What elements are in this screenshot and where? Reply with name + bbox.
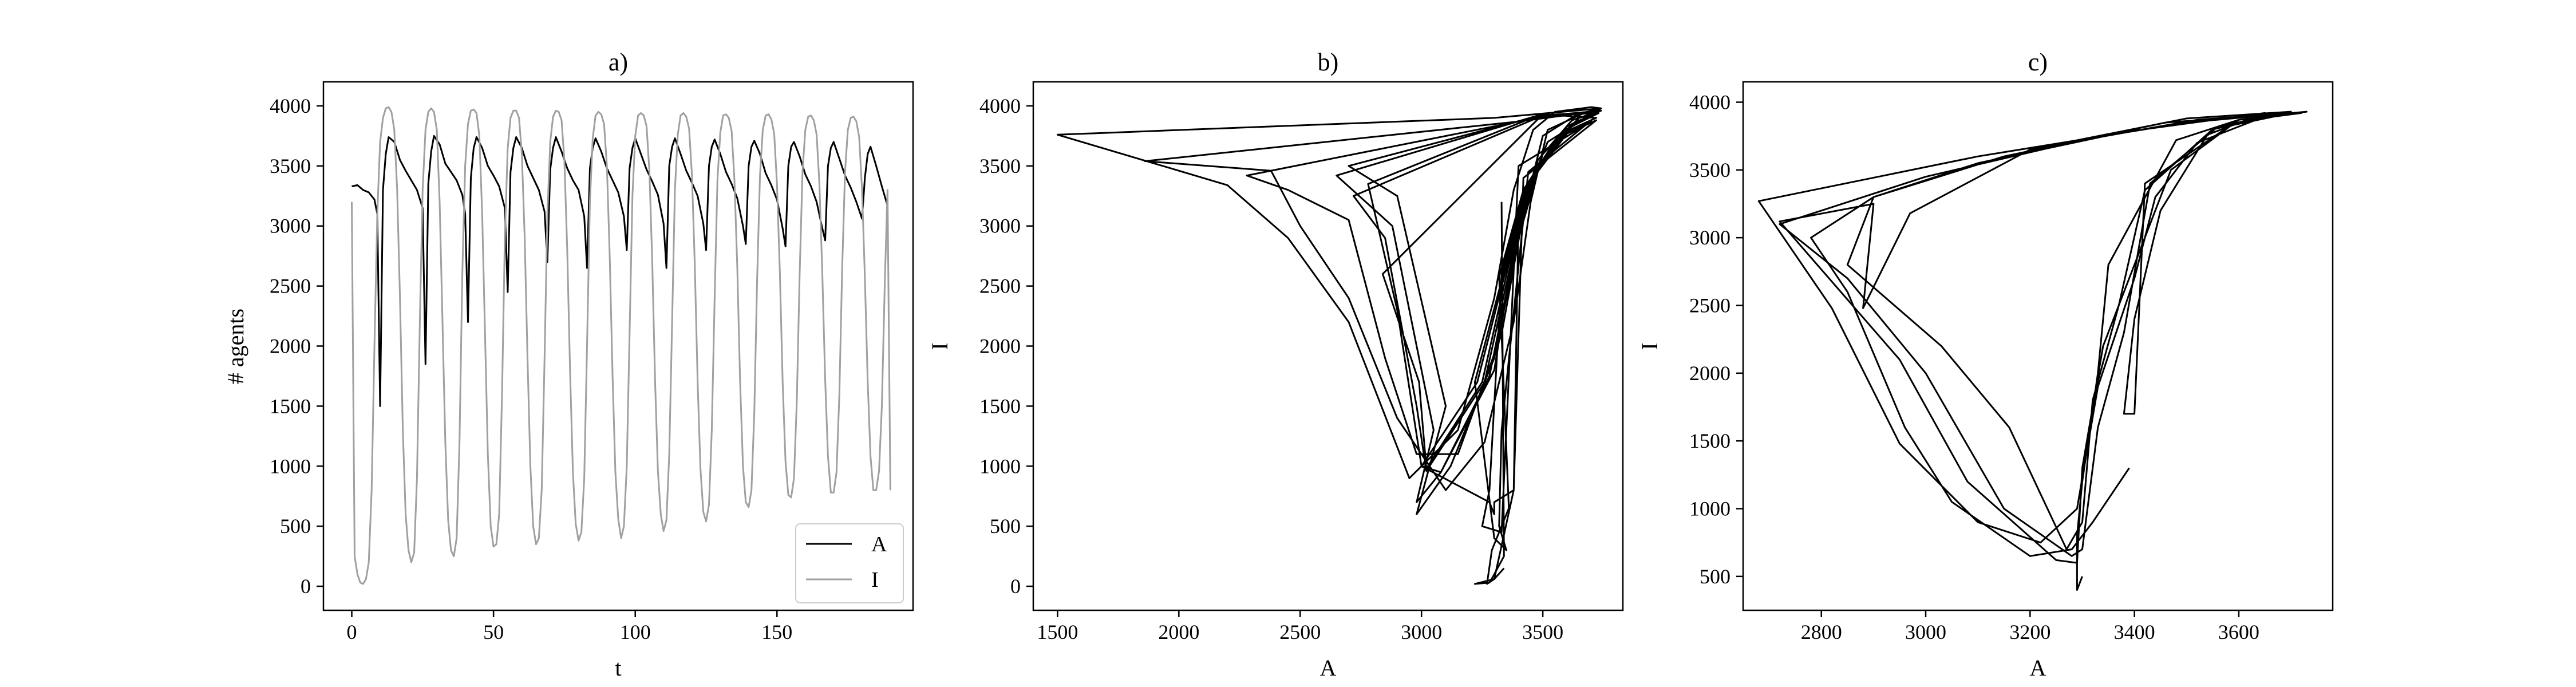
panel-b-xtick-label: 2000 bbox=[1158, 621, 1199, 643]
panel-a-ytick-label: 2000 bbox=[270, 335, 311, 358]
panel-b-ytick-label: 3500 bbox=[979, 155, 1021, 177]
panel-b-xtick-label: 3500 bbox=[1522, 621, 1563, 643]
panel-b-ytick-label: 3000 bbox=[979, 215, 1021, 238]
panel-a-xlabel: t bbox=[615, 655, 621, 681]
panel-b-title: b) bbox=[1318, 48, 1339, 76]
panel-b-plot: 1500 2000 2500 3000 3500 0 500 1000 1500 2000 2500… bbox=[979, 94, 1602, 643]
panel-a-ytick-label: 4000 bbox=[270, 94, 311, 117]
panel-a-xtick-label: 50 bbox=[483, 621, 504, 643]
panel-c-ytick-label: 2000 bbox=[1689, 362, 1730, 385]
panel-b-series-0-line bbox=[1056, 106, 1602, 585]
panel-c-ytick-label: 500 bbox=[1700, 565, 1730, 588]
panel-a-ytick-label: 1500 bbox=[270, 394, 311, 417]
panel-c-xlabel: A bbox=[2030, 655, 2046, 681]
panel-b-ylabel: I bbox=[927, 342, 953, 350]
legend-box bbox=[795, 523, 904, 603]
panel-a-plot: 0 50 100 1500500100015002000250030003500400… bbox=[270, 94, 891, 643]
panel-a-legend: A I bbox=[795, 523, 904, 603]
panel-a-ytick-label: 500 bbox=[280, 515, 311, 538]
panel-a-xtick-label: 100 bbox=[620, 621, 651, 643]
panel-a-ytick-label: 3500 bbox=[270, 155, 311, 177]
panel-c-series-0-line bbox=[1757, 110, 2308, 591]
panel-b-ytick-label: 1500 bbox=[979, 394, 1021, 417]
panel-c-ytick-label: 3500 bbox=[1689, 159, 1730, 181]
panel-a-series-i-line bbox=[351, 106, 891, 585]
panel-b-xtick-label: 2500 bbox=[1279, 621, 1321, 643]
legend-label-a: A bbox=[871, 532, 887, 556]
panel-a: a) 0 50 100 1500500100015002000250030003500… bbox=[223, 48, 914, 681]
panel-c-xtick-label: 3200 bbox=[2009, 621, 2050, 643]
panel-b-ytick-label: 2500 bbox=[979, 275, 1021, 298]
panel-c-ytick-label: 2500 bbox=[1689, 294, 1730, 317]
panel-c-title: c) bbox=[2028, 48, 2048, 76]
panel-a-ytick-label: 0 bbox=[301, 575, 311, 598]
panel-b-xtick-label: 1500 bbox=[1037, 621, 1078, 643]
panel-c-ytick-label: 4000 bbox=[1689, 91, 1730, 114]
panel-a-ytick-label: 3000 bbox=[270, 215, 311, 238]
panel-c: c) 2800 3000 3200 3400 3600 500 1000 1500 2000 25… bbox=[1637, 48, 2334, 681]
panel-c-frame bbox=[1742, 81, 2334, 611]
panel-b-ytick-label: 0 bbox=[1010, 575, 1021, 598]
panel-b-frame bbox=[1032, 81, 1624, 611]
panel-b-ytick-label: 4000 bbox=[979, 94, 1021, 117]
panel-a-xtick-label: 0 bbox=[347, 621, 357, 643]
legend-label-i: I bbox=[871, 568, 879, 592]
panel-c-xtick-label: 3400 bbox=[2114, 621, 2155, 643]
panel-c-xtick-label: 3600 bbox=[2218, 621, 2259, 643]
panel-a-ytick-label: 1000 bbox=[270, 455, 311, 477]
panel-a-title: a) bbox=[609, 48, 628, 76]
panel-c-ytick-label: 1500 bbox=[1689, 429, 1730, 452]
panel-b-ytick-label: 1000 bbox=[979, 455, 1021, 477]
panel-c-ytick-label: 1000 bbox=[1689, 498, 1730, 520]
panel-c-plot: 2800 3000 3200 3400 3600 500 1000 1500 2000 2500 3… bbox=[1689, 91, 2308, 643]
panel-a-series-a-line bbox=[351, 135, 888, 407]
panel-b-xlabel: A bbox=[1320, 655, 1337, 681]
panel-b: b) 1500 2000 2500 3000 3500 0 500 1000 1500 2000 2… bbox=[927, 48, 1624, 681]
panel-a-ytick-label: 2500 bbox=[270, 275, 311, 298]
panel-a-frame bbox=[322, 81, 914, 611]
panel-a-xtick-label: 150 bbox=[761, 621, 792, 643]
panel-c-ytick-label: 3000 bbox=[1689, 226, 1730, 249]
panel-a-ylabel: # agents bbox=[223, 309, 248, 384]
panel-c-xtick-label: 2800 bbox=[1801, 621, 1842, 643]
panel-b-ytick-label: 2000 bbox=[979, 335, 1021, 358]
panel-c-xtick-label: 3000 bbox=[1905, 621, 1946, 643]
panel-b-xtick-label: 3000 bbox=[1401, 621, 1442, 643]
panel-b-ytick-label: 500 bbox=[990, 515, 1021, 538]
panel-c-ylabel: I bbox=[1637, 342, 1662, 350]
